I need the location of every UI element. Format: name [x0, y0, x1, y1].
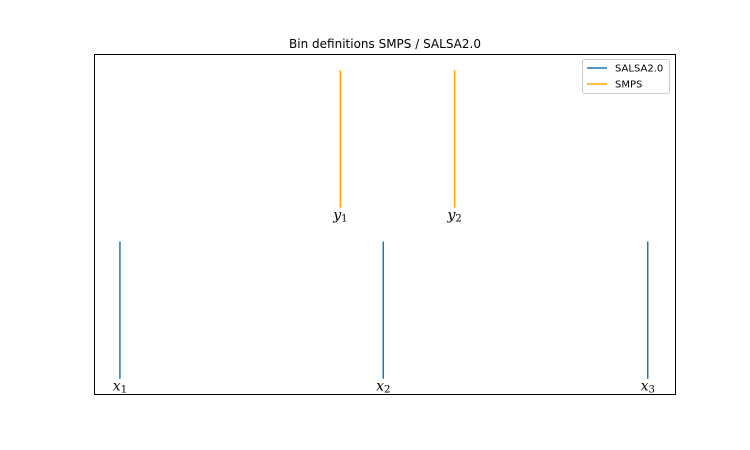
bin-label-subscript: 1 [121, 385, 127, 396]
bin-label-x3: x3 [641, 379, 655, 396]
bin-label-x2: x2 [376, 379, 390, 396]
chart-title: Bin definitions SMPS / SALSA2.0 [289, 37, 481, 51]
legend-label-smps: SMPS [615, 80, 642, 91]
bin-label-x1: x1 [113, 379, 127, 396]
bin-label-subscript: 2 [455, 214, 461, 225]
bin-label-base: x [113, 379, 121, 395]
bin-label-subscript: 2 [384, 385, 390, 396]
bin-label-y2: y2 [446, 208, 461, 225]
bin-label-base: y [446, 208, 456, 224]
plot-area-frame [94, 54, 676, 395]
bin-label-subscript: 3 [649, 385, 655, 396]
legend-label-salsa: SALSA2.0 [615, 64, 663, 75]
bin-label-subscript: 1 [341, 214, 347, 225]
legend: SALSA2.0 SMPS [582, 59, 670, 94]
bin-label-y1: y1 [332, 208, 347, 225]
bin-label-base: x [641, 379, 649, 395]
bin-label-base: x [376, 379, 384, 395]
bin-label-base: y [332, 208, 342, 224]
